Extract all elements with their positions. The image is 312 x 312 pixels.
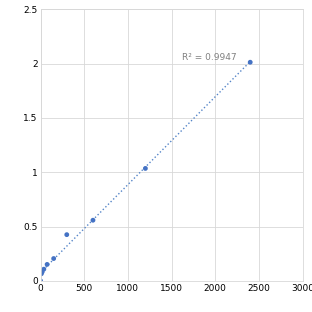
- Point: [51, 256, 56, 261]
- Point: [41, 267, 46, 272]
- Point: [38, 278, 43, 283]
- Point: [143, 166, 148, 171]
- Point: [45, 262, 50, 267]
- Point: [248, 60, 253, 65]
- Point: [40, 269, 45, 274]
- Point: [39, 271, 44, 276]
- Text: R² = 0.9947: R² = 0.9947: [182, 53, 237, 62]
- Point: [90, 218, 95, 223]
- Point: [64, 232, 69, 237]
